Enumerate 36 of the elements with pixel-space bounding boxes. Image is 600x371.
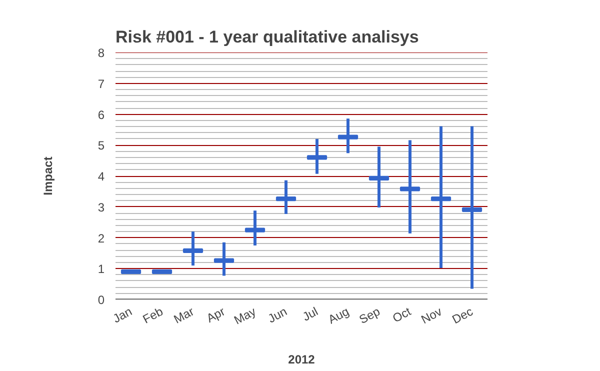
y-tick-label: 7 (98, 76, 105, 91)
x-tick-label: Sep (356, 304, 383, 327)
candlestick (214, 242, 234, 276)
x-tick-label: Oct (390, 304, 414, 326)
candlestick (152, 269, 172, 274)
y-tick-label: 8 (98, 46, 105, 60)
x-tick-label: Dec (450, 304, 476, 327)
x-tick-label: Jul (300, 304, 320, 324)
x-tick-label: May (232, 304, 258, 328)
y-tick-label: 5 (98, 138, 105, 153)
candlestick (368, 146, 390, 208)
y-tick-label: 2 (98, 231, 105, 246)
candlestick (120, 269, 142, 274)
candlestick (430, 126, 452, 268)
x-tick-label: Mar (171, 304, 196, 326)
candlestick (244, 210, 266, 246)
y-tick-label: 6 (98, 108, 105, 122)
y-tick-label: 4 (98, 170, 105, 184)
x-tick-label: Feb (140, 304, 166, 326)
x-tick-label: Jan (110, 304, 134, 326)
candlestick (182, 232, 204, 266)
y-axis-title: Impact (40, 156, 55, 196)
x-axis-title: 2012 (288, 352, 316, 367)
candlestick (462, 126, 482, 289)
y-tick-label: 1 (98, 262, 105, 276)
x-tick-label: Apr (204, 304, 228, 326)
y-tick-label: 3 (98, 200, 105, 214)
x-tick-label: Jun (266, 304, 290, 326)
candlestick (276, 180, 296, 214)
y-tick-label: 0 (98, 293, 105, 307)
chart-title: Risk #001 - 1 year qualitative analisys (116, 28, 419, 46)
candlestick (306, 138, 328, 174)
candlestick (400, 140, 420, 234)
x-tick-label: Aug (326, 304, 352, 327)
candlestick (338, 118, 358, 154)
x-tick-label: Nov (418, 304, 444, 327)
